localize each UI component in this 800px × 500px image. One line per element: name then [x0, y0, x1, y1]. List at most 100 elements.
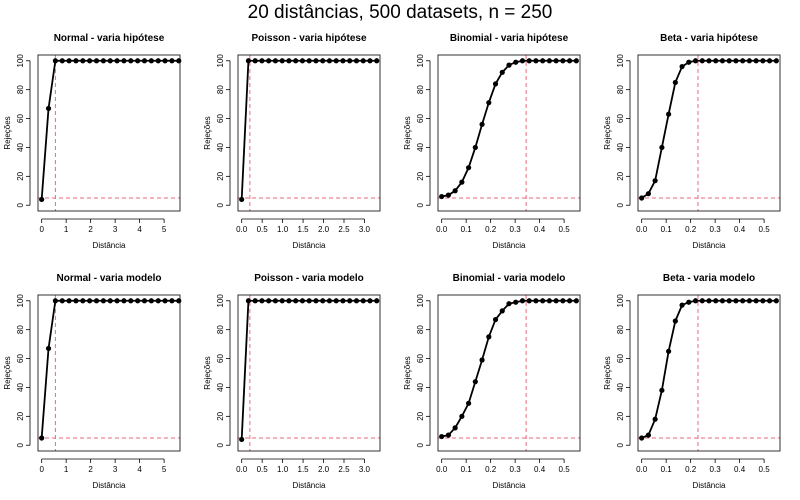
data-point: [266, 298, 272, 304]
data-point: [107, 298, 113, 304]
y-tick-label: 0: [216, 442, 225, 447]
plot-frame: [237, 54, 381, 212]
data-point: [773, 58, 779, 64]
panel-5: Poisson - varia modelo 0.0 0.5 1.0 1.5 2.0 2.5…: [203, 273, 381, 490]
data-point: [499, 308, 505, 314]
y-axis-label: Rejeções: [603, 116, 612, 149]
y-tick-label: 40: [616, 382, 625, 391]
data-point: [753, 58, 759, 64]
data-point: [706, 58, 712, 64]
data-point: [652, 178, 658, 184]
data-point: [306, 298, 312, 304]
x-tick-label: 0.0: [636, 225, 648, 234]
x-tick-label: 1: [64, 225, 69, 234]
data-point: [540, 298, 546, 304]
data-point: [679, 63, 685, 70]
data-point: [239, 196, 245, 203]
data-point: [553, 58, 559, 64]
data-point: [499, 69, 505, 75]
data-point: [452, 425, 458, 431]
y-tick-label: 0: [216, 202, 225, 207]
x-tick-label: 3: [113, 465, 118, 474]
x-axis-label: Distância: [293, 241, 326, 250]
data-point: [176, 298, 182, 304]
data-point: [299, 298, 306, 304]
y-tick-label: 80: [216, 85, 225, 94]
panel-title: Poisson - varia hipótese: [251, 33, 366, 44]
data-point: [639, 435, 645, 441]
data-point: [313, 298, 319, 304]
data-point: [135, 298, 141, 304]
data-point: [645, 432, 652, 438]
y-axis-label: Rejeções: [203, 356, 212, 389]
x-tick-label: 0.5: [257, 465, 269, 474]
panel-title: Poisson - varia modelo: [254, 273, 363, 284]
data-point: [162, 298, 168, 304]
data-point: [439, 193, 445, 200]
panel-grid: Normal - varia hipótese 0 1 2 3 4 5 Distância 0 2…: [3, 33, 781, 490]
data-point: [466, 165, 472, 171]
data-point: [52, 58, 58, 64]
data-point: [459, 413, 465, 419]
data-point: [340, 58, 346, 64]
x-tick-label: 1.5: [298, 465, 310, 474]
y-tick-label: 20: [216, 411, 225, 420]
data-point: [546, 58, 552, 64]
data-point: [692, 58, 699, 64]
x-tick-label: 3: [113, 225, 118, 234]
data-point: [245, 298, 252, 304]
data-point: [293, 58, 299, 64]
y-tick-label: 40: [416, 382, 425, 391]
data-point: [560, 58, 566, 64]
data-point: [176, 58, 182, 64]
data-point: [679, 302, 685, 308]
plot-frame: [637, 54, 781, 212]
y-tick-label: 100: [616, 54, 625, 68]
data-point: [533, 298, 539, 304]
data-point: [760, 298, 766, 304]
data-point: [93, 58, 100, 64]
data-point: [360, 298, 366, 304]
data-point: [39, 435, 45, 441]
panel-4: Normal - varia modelo 0 1 2 3 4 5 Distância 0 20 4…: [3, 273, 182, 490]
y-tick-label: 100: [216, 54, 225, 68]
data-point: [347, 58, 353, 64]
y-tick-label: 80: [616, 325, 625, 334]
x-tick-label: 4: [137, 465, 142, 474]
data-point: [135, 58, 141, 64]
figure-title: 20 distâncias, 500 datasets, n = 250: [248, 2, 553, 23]
x-tick-label: 0.5: [759, 465, 771, 474]
panel-7: Beta - varia modelo 0.0 0.1 0.2 0.3 0.4 0.5 Dis…: [603, 273, 781, 490]
data-point: [279, 298, 285, 304]
x-tick-label: 0.2: [685, 465, 697, 474]
x-tick-label: 0.3: [710, 465, 722, 474]
x-axis-label: Distância: [493, 241, 526, 250]
data-point: [533, 58, 539, 64]
data-point: [245, 58, 252, 64]
plot-frame: [437, 54, 581, 212]
data-point: [740, 58, 746, 64]
plot-frame: [237, 294, 381, 452]
x-tick-label: 0: [39, 465, 44, 474]
data-point: [566, 58, 573, 64]
data-point: [726, 298, 732, 304]
data-point: [333, 298, 339, 304]
y-axis-label: Rejeções: [403, 116, 412, 149]
y-tick-label: 60: [616, 354, 625, 363]
x-tick-label: 0.3: [710, 225, 722, 234]
data-point: [740, 298, 746, 304]
data-point: [259, 298, 265, 304]
x-tick-label: 2.0: [318, 465, 330, 474]
data-point: [472, 379, 478, 385]
y-tick-label: 80: [616, 85, 625, 94]
data-point: [719, 58, 726, 64]
x-axis-label: Distância: [93, 241, 126, 250]
panel-2: Binomial - varia hipótese 0.0 0.1 0.2 0.3 0.4…: [403, 33, 581, 250]
x-tick-label: 0.3: [510, 225, 522, 234]
y-tick-label: 0: [416, 442, 425, 447]
x-tick-label: 0.5: [759, 225, 771, 234]
x-tick-label: 0.1: [461, 225, 473, 234]
panel-title: Normal - varia modelo: [56, 273, 161, 284]
data-point: [753, 298, 759, 304]
data-point: [107, 58, 113, 64]
